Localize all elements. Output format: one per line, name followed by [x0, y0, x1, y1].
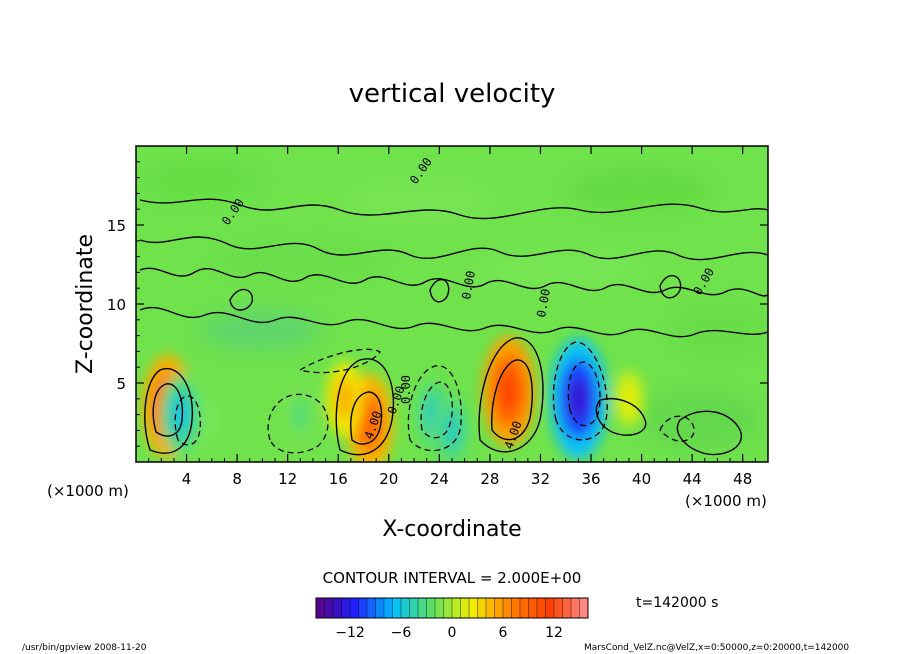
x-tick-label: 20: [379, 470, 398, 488]
x-tick-label: 12: [278, 470, 297, 488]
colorbar-swatch: [341, 597, 351, 619]
x-unit-right: (×1000 m): [685, 492, 767, 510]
contour-label: 0.00: [399, 375, 413, 404]
colorbar-swatch: [579, 597, 589, 619]
y-tick-label: 5: [116, 375, 126, 393]
y-tick-label: 15: [107, 217, 126, 235]
colorbar-swatch: [349, 597, 360, 619]
x-axis-label: X-coordinate: [382, 517, 521, 542]
colorbar-swatch: [502, 597, 513, 619]
colorbar-swatch: [324, 597, 334, 619]
colorbar-frame: [315, 597, 589, 619]
colorbar-swatch: [553, 597, 564, 619]
colorbar-swatch: [519, 597, 530, 619]
dashed-contours-layer: [174, 341, 695, 454]
colorbar-swatch: [332, 597, 343, 619]
colorbar-swatch: [528, 597, 538, 619]
footer-right: MarsCond_VelZ.nc@VelZ,x=0:50000,z=0:2000…: [584, 643, 849, 653]
colorbar-swatch: [358, 597, 368, 619]
colorbar-swatch: [443, 597, 453, 619]
contour-label: 0.00: [534, 288, 553, 319]
colorbar-tick-label: −6: [391, 625, 412, 641]
x-tick-label: 48: [733, 470, 752, 488]
x-axis: 4 8 12 16 20 24 28 32 36 40 44 48: [148, 146, 756, 488]
colorbar-swatch: [366, 597, 377, 619]
colorbar-swatch: [468, 597, 479, 619]
colorbar-swatch: [511, 597, 521, 619]
colorbar: [315, 597, 589, 619]
x-tick-label: 4: [182, 470, 192, 488]
colorbar-swatch: [477, 597, 487, 619]
colorbar-swatch: [570, 597, 581, 619]
colorbar-swatch: [417, 597, 428, 619]
colorbar-swatch: [392, 597, 402, 619]
colorbar-swatch: [562, 597, 572, 619]
x-tick-label: 36: [581, 470, 600, 488]
colorbar-tick-label: 0: [448, 625, 457, 641]
y-axis: 5 10 15: [107, 161, 768, 447]
colorbar-tick-label: −12: [335, 625, 365, 641]
colorbar-swatch: [536, 597, 547, 619]
colorbar-swatch: [409, 597, 419, 619]
contour-label: 0.00: [459, 270, 478, 301]
colorbar-swatch: [494, 597, 504, 619]
colorbar-swatch: [400, 597, 411, 619]
colorbar-tick-label: 12: [545, 625, 563, 641]
colorbar-swatch: [485, 597, 496, 619]
colorbar-swatch: [460, 597, 470, 619]
x-tick-label: 40: [632, 470, 651, 488]
footer-left: /usr/bin/gpview 2008-11-20: [22, 643, 147, 653]
colorbar-swatch: [426, 597, 436, 619]
field-cell: [361, 405, 379, 440]
field-cell: [499, 371, 519, 411]
x-tick-label: 32: [531, 470, 550, 488]
colorbar-swatch: [545, 597, 555, 619]
x-tick-label: 8: [232, 470, 242, 488]
x-tick-label: 16: [329, 470, 348, 488]
field-cell: [445, 417, 459, 444]
x-tick-label: 24: [430, 470, 449, 488]
contour-interval-text: CONTOUR INTERVAL = 2.000E+00: [323, 569, 582, 587]
x-unit-left: (×1000 m): [47, 482, 129, 500]
x-tick-label: 44: [683, 470, 702, 488]
contours-layer: [139, 198, 768, 456]
colorbar-swatch: [434, 597, 445, 619]
colorbar-ticks: −12 −6 0 6 12: [335, 625, 563, 641]
y-axis-label: Z-coordinate: [73, 234, 98, 374]
plot-area: 0.00 0.00 0.00 0.00 0.00 0.00 0.00 4.00 …: [136, 146, 768, 462]
colorbar-swatch: [375, 597, 385, 619]
y-tick-label: 10: [107, 296, 126, 314]
colorbar-tick-label: 6: [499, 625, 508, 641]
cells-layer: [142, 335, 644, 462]
field-cell: [338, 385, 352, 412]
chart-title: vertical velocity: [349, 79, 556, 109]
colorbar-swatch: [383, 597, 394, 619]
colorbar-swatch: [451, 597, 462, 619]
field-cell: [294, 403, 306, 426]
colorbar-swatch: [315, 597, 326, 619]
field-cell: [568, 377, 589, 421]
x-tick-label: 28: [480, 470, 499, 488]
time-label: t=142000 s: [636, 595, 718, 611]
